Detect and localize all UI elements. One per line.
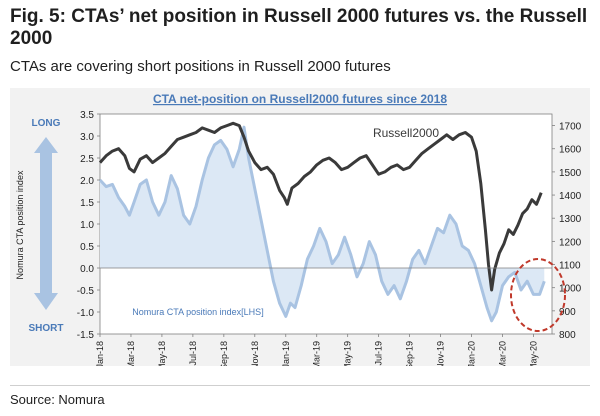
left-axis-ticks: 3.5 3.0 2.5 2.0 1.5 1.0 0.5 0.0 -0.5 -1.0 -1.5 xyxy=(77,110,552,341)
highlight-circle xyxy=(510,258,566,332)
right-tick-label: 1300 xyxy=(559,214,582,225)
x-tick-label: Nov-19 xyxy=(436,341,446,366)
left-tick-label: -1.0 xyxy=(77,308,95,319)
left-tick-label: 3.0 xyxy=(80,132,94,143)
chart-panel: CTA net-position on Russell2000 futures … xyxy=(10,88,590,371)
russell-series-label: Russell2000 xyxy=(373,126,439,140)
right-tick-label: 800 xyxy=(559,330,576,341)
long-label: LONG xyxy=(32,118,61,129)
x-tick-label: Mar-20 xyxy=(497,341,507,366)
source-note: Source: Nomura xyxy=(10,392,105,407)
right-axis-ticks: 1700 1600 1500 1400 1300 1200 1100 1000 900 800 xyxy=(552,122,582,341)
left-tick-label: -0.5 xyxy=(77,286,95,297)
left-tick-label: -1.5 xyxy=(77,330,95,341)
right-tick-label: 1000 xyxy=(559,284,582,295)
left-tick-label: 0.5 xyxy=(80,242,94,253)
russell-series-layer xyxy=(98,121,543,292)
x-tick-label: Jan-20 xyxy=(467,341,477,366)
russell-line xyxy=(98,121,543,292)
left-tick-label: 3.5 xyxy=(80,110,94,121)
right-tick-label: 1700 xyxy=(559,122,582,133)
x-tick-label: Jan-18 xyxy=(95,341,105,366)
cta-line xyxy=(98,125,546,323)
cta-series-label: Nomura CTA position index[LHS] xyxy=(132,307,263,317)
x-axis-ticks: Jan-18 Mar-18 May-18 Jul-18 Sep-18 Nov-18 Jan-… xyxy=(95,334,538,371)
x-tick-label: Jul-19 xyxy=(374,341,384,366)
cta-series-layer xyxy=(98,125,546,323)
left-tick-label: 0.0 xyxy=(80,264,94,275)
x-tick-label: Sep-18 xyxy=(219,341,229,366)
x-tick-label: Mar-19 xyxy=(312,341,322,366)
x-tick-label: May-19 xyxy=(343,341,353,366)
right-tick-label: 1500 xyxy=(559,168,582,179)
left-tick-label: 2.0 xyxy=(80,176,94,187)
right-tick-label: 1100 xyxy=(559,261,581,272)
chart-title: CTA net-position on Russell2000 futures … xyxy=(153,92,447,106)
x-tick-label: Sep-19 xyxy=(405,341,415,366)
cta-area xyxy=(100,127,545,321)
right-tick-label: 1400 xyxy=(559,191,582,202)
x-tick-label: Nov-18 xyxy=(250,341,260,366)
footer-divider xyxy=(10,385,590,386)
chart-svg: CTA net-position on Russell2000 futures … xyxy=(15,92,582,371)
figure-title: Fig. 5: CTAs’ net position in Russell 20… xyxy=(10,6,588,49)
x-tick-label: Mar-18 xyxy=(126,341,136,366)
x-tick-label: Jul-18 xyxy=(188,341,198,366)
long-arrowhead xyxy=(34,137,58,153)
y-axis-title: Nomura CTA position index xyxy=(15,170,25,279)
figure-subtitle: CTAs are covering short positions in Rus… xyxy=(10,58,391,75)
short-arrowhead xyxy=(34,293,58,310)
right-tick-label: 1600 xyxy=(559,145,582,156)
right-tick-label: 900 xyxy=(559,307,576,318)
position-arrow-shaft xyxy=(40,152,52,294)
x-tick-label: May-20 xyxy=(528,341,538,366)
x-tick-label: Jan-19 xyxy=(281,341,291,366)
left-tick-label: 1.0 xyxy=(80,220,94,231)
left-tick-label: 1.5 xyxy=(80,198,94,209)
right-tick-label: 1200 xyxy=(559,237,582,248)
x-tick-label: May-18 xyxy=(157,341,167,366)
short-label: SHORT xyxy=(29,323,64,334)
left-tick-label: 2.5 xyxy=(80,154,94,165)
